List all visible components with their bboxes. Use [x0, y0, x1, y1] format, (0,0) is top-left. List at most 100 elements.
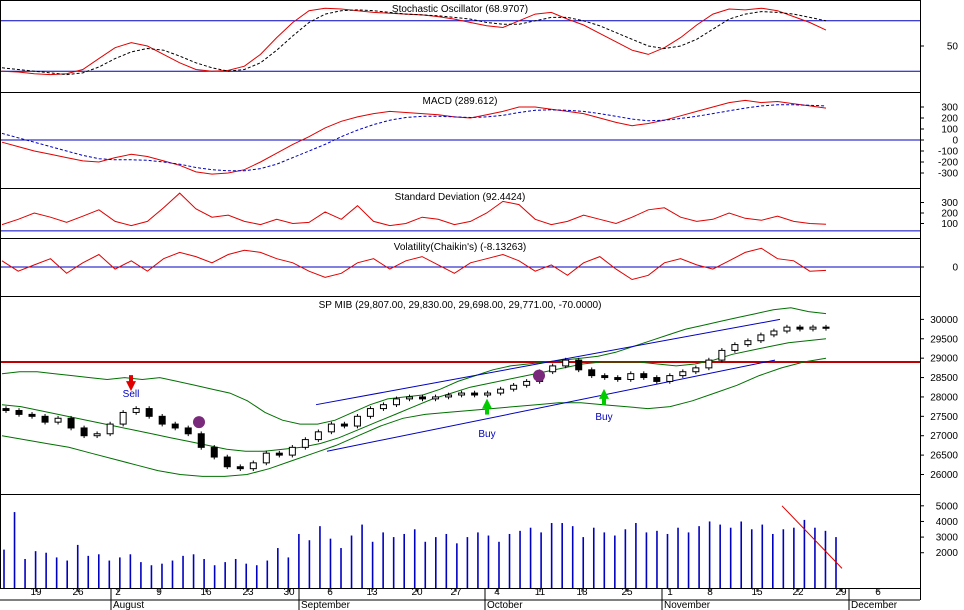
x-tick-label: 23 — [242, 587, 254, 598]
series-line — [1, 9, 827, 76]
candle — [783, 326, 791, 332]
candle — [392, 398, 400, 406]
candle — [731, 344, 739, 351]
x-tick-label: 20 — [411, 587, 423, 598]
x-tick-label: 6 — [327, 587, 333, 598]
y-tick-label: 300 — [941, 198, 958, 209]
y-tick-label: 3000 — [936, 533, 959, 544]
candle — [210, 446, 218, 458]
candle — [249, 462, 257, 470]
buy-arrow — [599, 388, 609, 399]
x-tick-label: 18 — [576, 587, 588, 598]
y-tick-label: 200 — [941, 209, 958, 220]
candle — [158, 415, 166, 425]
panel-4: 0 Volatility(Chaikin's) (-8.13263) — [1, 242, 958, 281]
x-tick-label: 22 — [792, 587, 804, 598]
x-tick-label: 4 — [494, 587, 500, 598]
panel-frame — [0, 494, 921, 589]
x-tick-label: 16 — [200, 587, 212, 598]
x-tick-label: 25 — [621, 587, 633, 598]
x-tick-label: 2 — [115, 587, 121, 598]
candle — [757, 334, 765, 342]
candle — [497, 388, 505, 394]
candle — [275, 452, 283, 456]
candle — [458, 392, 466, 396]
x-tick-label: 27 — [450, 587, 462, 598]
panel-title: Volatility(Chaikin's) (-8.13263) — [394, 242, 527, 253]
y-tick-label: 27500 — [930, 412, 958, 423]
y-tick-label: 30000 — [930, 315, 958, 326]
candle — [132, 408, 140, 413]
series-line — [1, 247, 827, 281]
panel-5: 30000 29500 29000 28500 28000 27500 27000 26500… — [1, 300, 958, 481]
y-tick-label: 29500 — [930, 334, 958, 345]
buy-arrow — [482, 398, 492, 409]
panel-title: MACD (289.612) — [422, 96, 497, 107]
candle — [327, 423, 335, 433]
candle — [379, 404, 387, 410]
y-tick-label: 26500 — [930, 451, 958, 462]
candle — [54, 417, 62, 423]
candle — [432, 396, 440, 400]
x-tick-label: 19 — [30, 587, 42, 598]
candle — [93, 433, 101, 437]
stop-marker — [533, 369, 545, 382]
y-tick-label: 29000 — [930, 354, 958, 365]
candle — [366, 408, 374, 417]
y-tick-label: 100 — [941, 219, 958, 230]
candle — [822, 326, 830, 329]
y-tick-label: 2000 — [936, 548, 959, 559]
y-tick-label: 27000 — [930, 431, 958, 442]
y-tick-label: 200 — [941, 114, 958, 125]
candle — [575, 359, 583, 371]
candle — [145, 408, 153, 417]
candle — [419, 396, 427, 400]
candle — [171, 423, 179, 429]
y-tick-label: 28000 — [930, 392, 958, 403]
buy-arrow-stem — [602, 397, 606, 405]
candle — [340, 423, 348, 427]
candle — [262, 452, 270, 464]
y-tick-label: 28500 — [930, 373, 958, 384]
panel-title: Stochastic Oscillator (68.9707) — [392, 4, 528, 15]
candle — [718, 349, 726, 361]
x-tick-label: 29 — [835, 587, 847, 598]
candle — [197, 433, 205, 448]
series-line — [1, 104, 827, 172]
series-line — [1, 99, 827, 175]
candle — [601, 375, 609, 379]
y-tick-label: 26000 — [930, 470, 958, 481]
y-tick-label: 300 — [941, 103, 958, 114]
candle — [184, 427, 192, 435]
month-label: December — [851, 600, 898, 610]
sell-arrow-stem — [129, 375, 133, 383]
month-label: October — [487, 600, 523, 610]
panel-1: 50 Stochastic Oscillator (68.9707) — [1, 4, 958, 76]
candle — [405, 396, 413, 400]
candle — [236, 466, 244, 470]
x-tick-label: 9 — [156, 587, 162, 598]
lower-band — [1, 357, 827, 477]
sell-arrow — [126, 381, 136, 392]
candle — [445, 394, 453, 398]
y-tick-label: 0 — [952, 263, 958, 274]
trend-line — [315, 318, 781, 406]
candle — [744, 340, 752, 346]
candle — [614, 377, 622, 380]
candle — [223, 456, 231, 468]
candle — [588, 369, 596, 377]
candle — [679, 371, 687, 377]
y-tick-label: -200 — [938, 158, 958, 169]
candle — [705, 359, 713, 369]
x-tick-label: 1 — [667, 587, 673, 598]
month-label: September — [301, 600, 351, 610]
panel-title: SP MIB (29,807.00, 29,830.00, 29,698.00,… — [319, 300, 602, 311]
candle — [562, 359, 570, 367]
candle — [471, 392, 479, 396]
candle — [15, 410, 23, 415]
series-line — [1, 192, 827, 227]
candle — [67, 417, 75, 429]
candle — [119, 411, 127, 425]
candle — [510, 384, 518, 390]
